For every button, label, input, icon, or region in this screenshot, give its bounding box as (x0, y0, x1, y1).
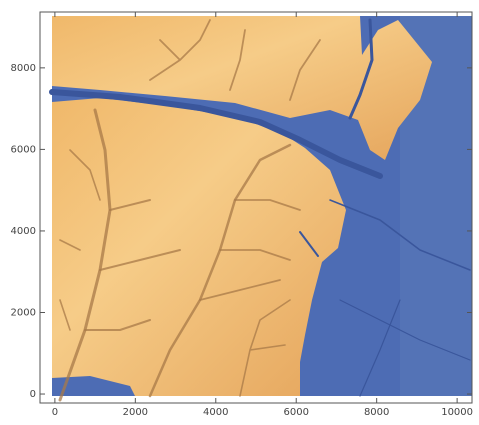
y-tick-label: 0 (30, 389, 36, 400)
y-tick-label: 2000 (11, 307, 36, 318)
y-tick-label: 8000 (11, 63, 36, 74)
x-tick-label: 0 (52, 407, 58, 418)
y-tick-label: 6000 (11, 144, 36, 155)
x-tick-label: 4000 (203, 407, 228, 418)
chart: 0 2000 4000 6000 8000 10000 0 2000 4000 6000 8000 (0, 0, 479, 421)
relief-image (52, 16, 472, 400)
x-tick-label: 10000 (441, 407, 473, 418)
x-tick-label: 8000 (364, 407, 389, 418)
y-tick-label: 4000 (11, 226, 36, 237)
x-tick-label: 2000 (123, 407, 148, 418)
x-tick-label: 6000 (283, 407, 308, 418)
